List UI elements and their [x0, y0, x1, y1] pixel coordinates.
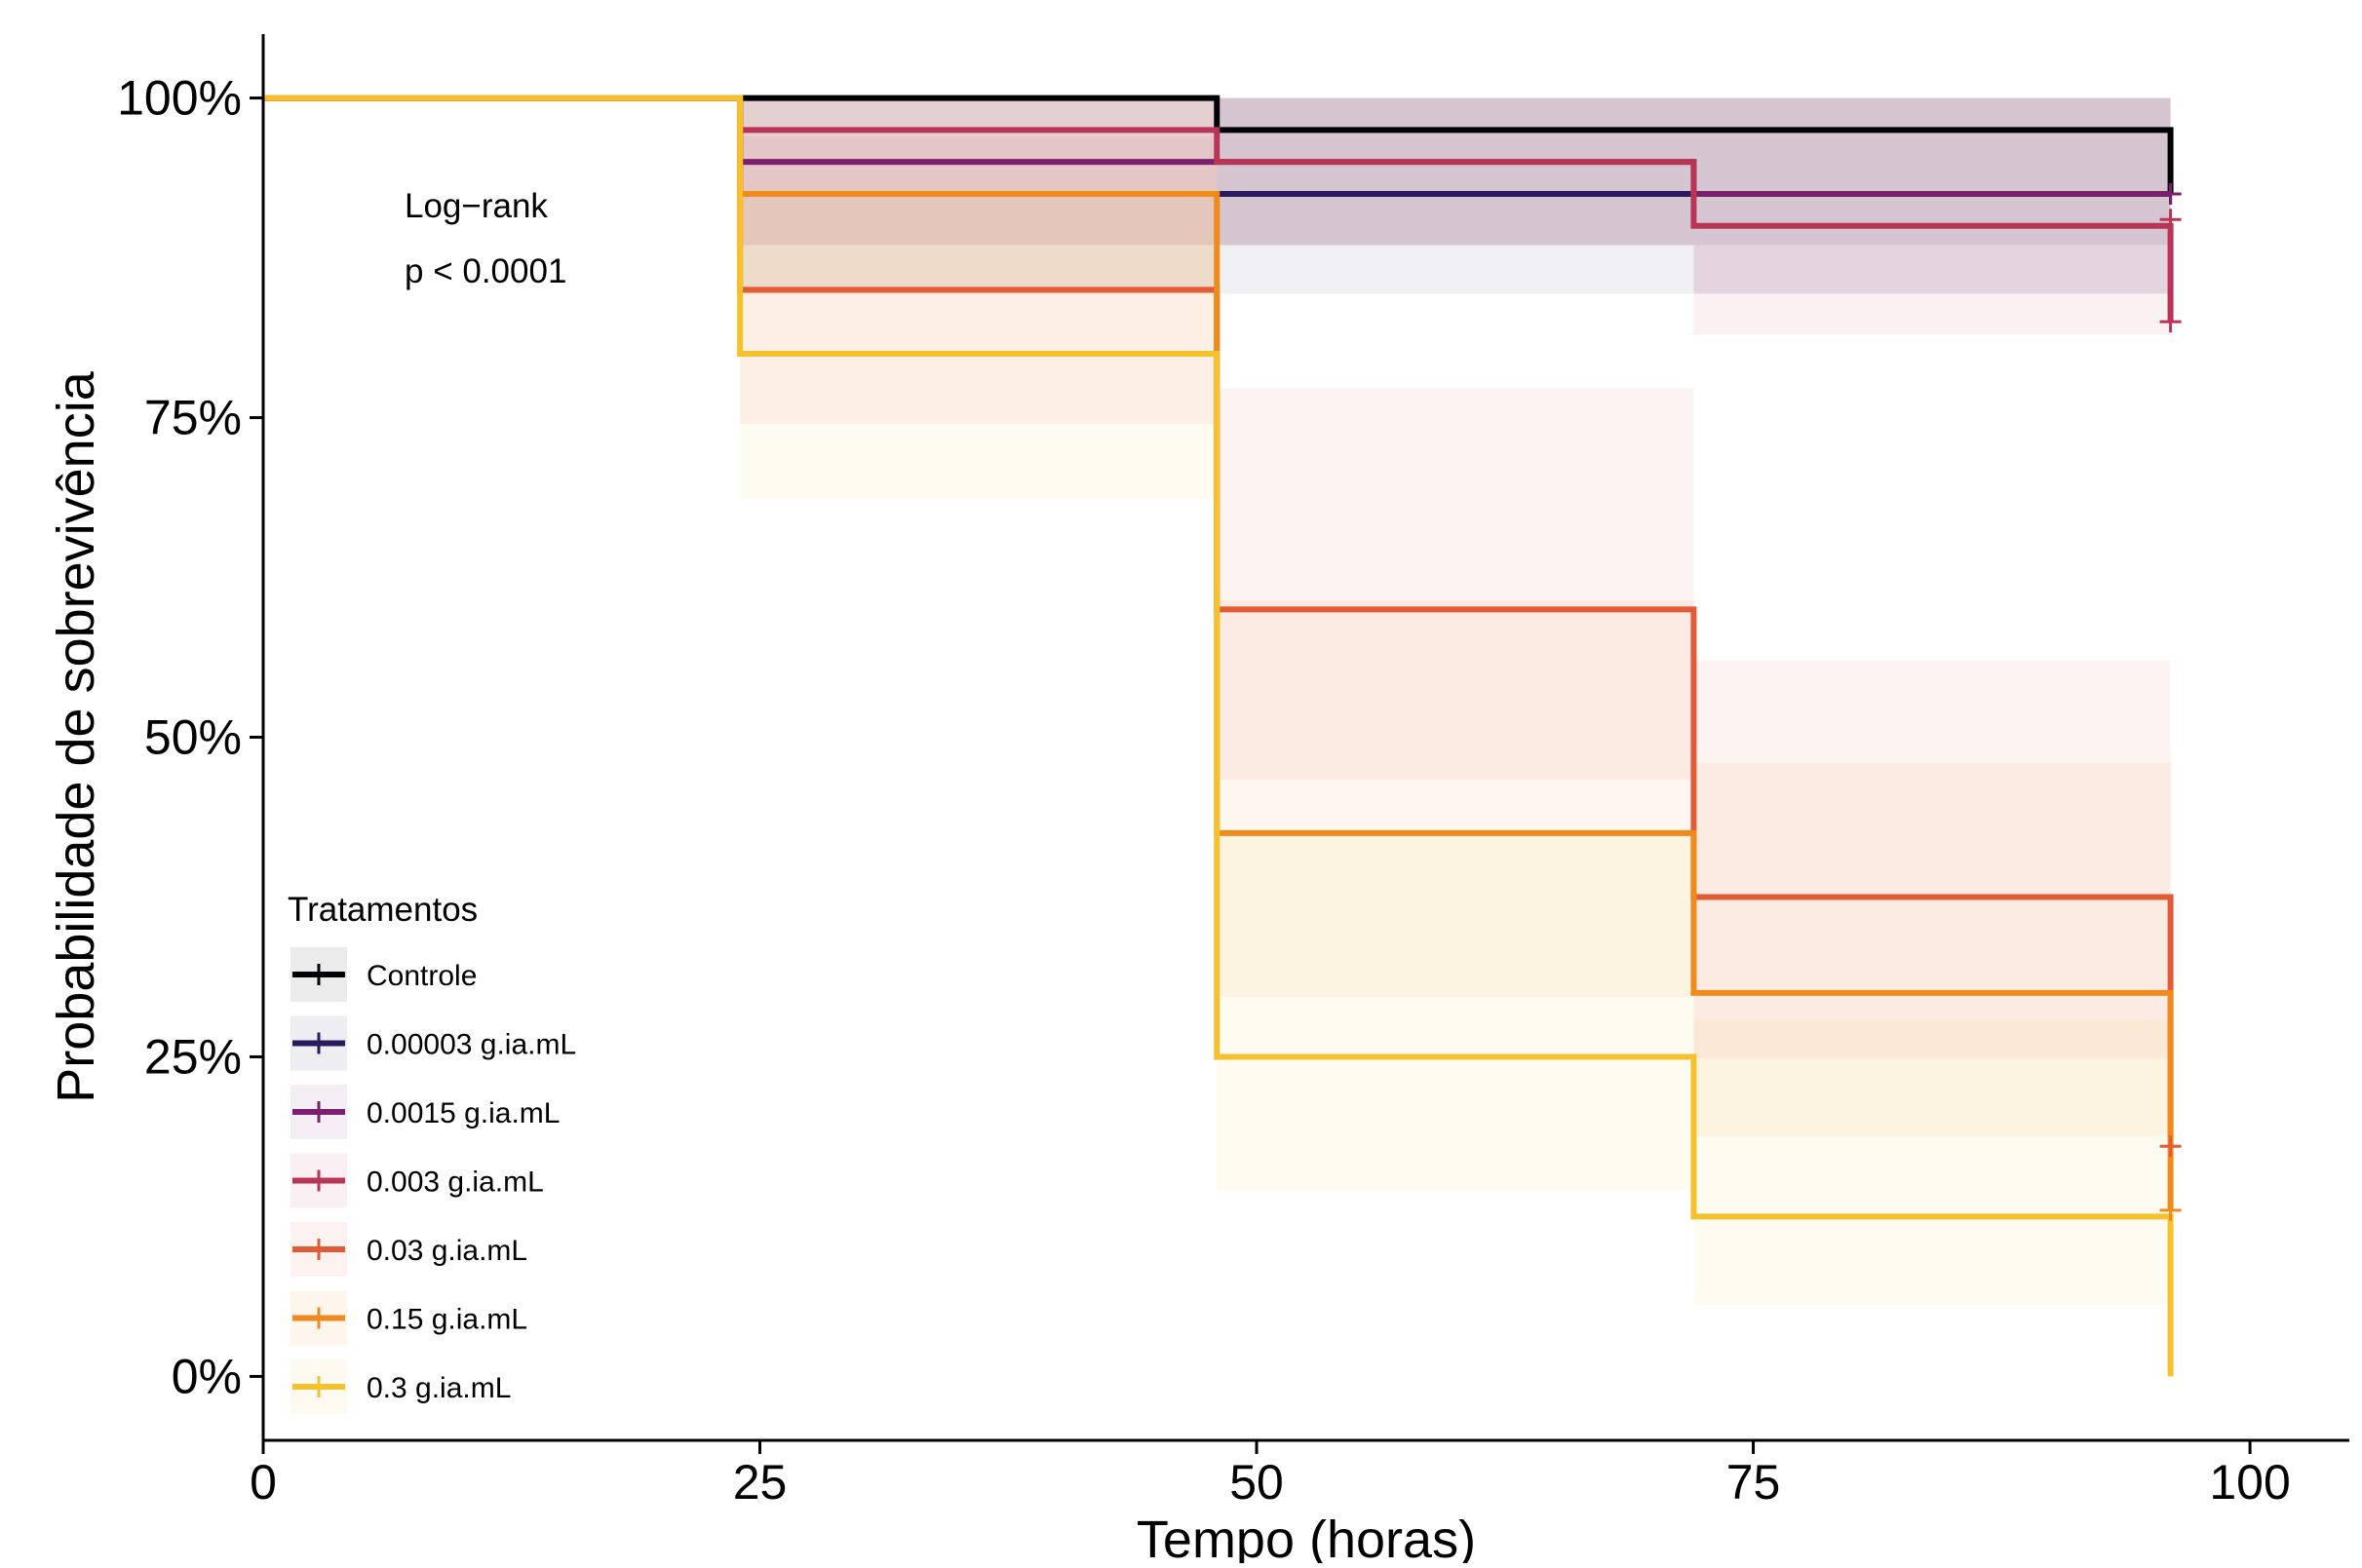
- legend-label-1: 0.00003 g.ia.mL: [367, 1029, 576, 1061]
- confidence-bands: [740, 97, 2171, 1305]
- y-tick-label-1: 25%: [144, 1029, 242, 1084]
- y-tick-label-0: 0%: [172, 1349, 242, 1403]
- censor-mark-4-0: [2159, 1135, 2182, 1158]
- x-tick-label-2: 50: [1229, 1455, 1284, 1510]
- x-tick-label-3: 75: [1726, 1455, 1781, 1510]
- ci-band-5-3: [1693, 762, 2171, 1136]
- legend-label-6: 0.3 g.ia.mL: [367, 1372, 511, 1404]
- ci-band-3-1: [740, 97, 1218, 246]
- x-axis-title: Tempo (horas): [1137, 1511, 1476, 1563]
- legend-label-5: 0.15 g.ia.mL: [367, 1304, 527, 1336]
- ci-band-4-2: [1217, 388, 1694, 780]
- censor-mark-2-0: [2159, 182, 2182, 205]
- censor-marks: [2159, 182, 2182, 1221]
- ci-band-5-2: [1217, 600, 1694, 997]
- legend-label-0: Controle: [367, 960, 477, 992]
- legend-label-2: 0.0015 g.ia.mL: [367, 1097, 560, 1129]
- y-tick-label-2: 50%: [144, 710, 242, 765]
- x-tick-label-0: 0: [250, 1455, 277, 1510]
- ci-band-6-1: [740, 184, 1218, 500]
- ci-band-4-1: [740, 135, 1218, 425]
- censor-mark-5-0: [2159, 1199, 2182, 1221]
- ci-band-6-3: [1693, 1019, 2171, 1305]
- survival-curves: [263, 95, 2174, 1377]
- ci-band-6-2: [1217, 828, 1694, 1190]
- curve-6: [263, 95, 2174, 1377]
- legend-title: Tratamentos: [288, 891, 478, 929]
- censor-mark-3-1: [2159, 311, 2182, 333]
- x-tick-label-4: 100: [2209, 1455, 2290, 1510]
- axes: 0 25 50 75 100 0% 25% 50% 75% 100%: [117, 34, 2349, 1510]
- annotation-test-name: Log−rank: [405, 187, 548, 225]
- y-tick-label-3: 75%: [144, 391, 242, 445]
- ci-band-3-2: [1217, 97, 1694, 246]
- legend-label-3: 0.003 g.ia.mL: [367, 1166, 544, 1199]
- censor-mark-3-0: [2159, 209, 2182, 231]
- y-tick-label-4: 100%: [117, 71, 242, 126]
- annotation-p-value: p < 0.0001: [405, 252, 566, 290]
- legend-label-4: 0.03 g.ia.mL: [367, 1235, 527, 1267]
- y-axis-title: Probabilidade de sobrevivência: [47, 370, 105, 1102]
- ci-band-3-3: [1693, 97, 2171, 335]
- legend: Tratamentos Controle 0.00003 g.ia.mL 0.001…: [288, 891, 576, 1414]
- x-tick-label-1: 25: [733, 1455, 788, 1510]
